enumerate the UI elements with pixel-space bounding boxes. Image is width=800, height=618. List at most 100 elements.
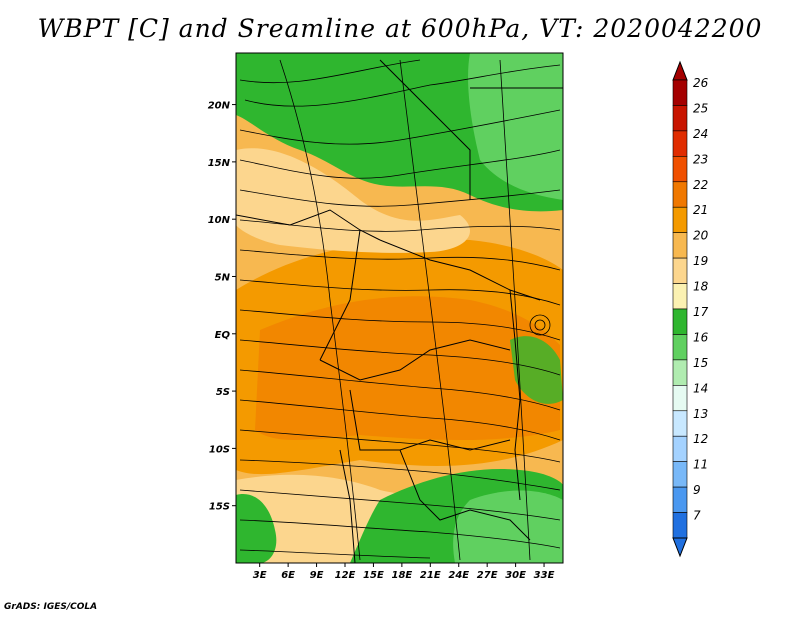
streamline bbox=[239, 339, 561, 376]
colorbar-label: 26 bbox=[693, 76, 709, 90]
lon-label: 3E bbox=[253, 570, 267, 581]
border bbox=[349, 389, 511, 451]
wbpt-field-22 bbox=[255, 296, 560, 440]
colorbar-label: 16 bbox=[693, 330, 709, 344]
latitude-axis: 20N 15N 10N 5N EQ 5S 10S 15S bbox=[208, 101, 236, 513]
country-borders bbox=[236, 59, 563, 563]
border bbox=[379, 239, 541, 301]
lat-label: 15N bbox=[208, 158, 231, 169]
streamline bbox=[239, 189, 561, 207]
colorbar-label: 11 bbox=[693, 458, 708, 472]
colorbar-swatch bbox=[672, 206, 688, 233]
colorbar: 26 25 24 23 22 21 20 19 18 17 16 15 14 13 12 11 9 7 bbox=[672, 60, 709, 558]
colorbar-swatch bbox=[672, 512, 688, 539]
map-frame bbox=[235, 52, 564, 564]
streamline bbox=[239, 489, 561, 521]
streamline bbox=[239, 219, 561, 232]
colorbar-label: 19 bbox=[693, 254, 708, 268]
longitude-axis: 3E 6E 9E 12E 15E 18E 21E 24E 27E 30E 33E bbox=[253, 563, 555, 581]
colorbar-label: 14 bbox=[693, 381, 708, 395]
lat-label: EQ bbox=[215, 330, 231, 341]
wbpt-field-17-east bbox=[510, 336, 563, 404]
lon-label: 15E bbox=[363, 570, 384, 581]
wbpt-field-16-northeast bbox=[468, 53, 563, 200]
lat-label: 5N bbox=[215, 272, 231, 283]
credit-label: GrADS: IGES/COLA bbox=[4, 602, 98, 612]
streamline bbox=[239, 249, 561, 271]
streamline bbox=[239, 309, 561, 341]
lat-label: 10S bbox=[209, 444, 230, 455]
border bbox=[319, 339, 511, 381]
colorbar-label: 24 bbox=[693, 127, 708, 141]
wbpt-field-19-north bbox=[236, 148, 470, 253]
streamline bbox=[239, 109, 561, 145]
colorbar-swatch bbox=[672, 130, 688, 157]
lat-label: 15S bbox=[209, 502, 230, 513]
map-field bbox=[236, 53, 563, 563]
border bbox=[379, 59, 471, 200]
wbpt-field-16-southeast bbox=[453, 490, 563, 563]
border bbox=[399, 449, 531, 541]
lat-label: 20N bbox=[208, 101, 231, 112]
border bbox=[339, 449, 356, 563]
colorbar-swatch bbox=[672, 435, 688, 462]
streamline bbox=[244, 64, 561, 107]
streamline-vortex bbox=[534, 319, 546, 331]
colorbar-label: 25 bbox=[693, 101, 708, 115]
streamlines bbox=[239, 59, 561, 561]
lon-label: 33E bbox=[534, 570, 555, 581]
colorbar-label: 22 bbox=[693, 178, 708, 192]
colorbar-label: 12 bbox=[693, 432, 708, 446]
streamline bbox=[399, 59, 461, 561]
colorbar-swatch bbox=[672, 486, 688, 513]
lon-label: 9E bbox=[310, 570, 324, 581]
colorbar-label: 9 bbox=[693, 483, 701, 497]
colorbar-swatch bbox=[672, 257, 688, 284]
colorbar-swatch bbox=[672, 232, 688, 259]
colorbar-label: 13 bbox=[693, 407, 708, 421]
lon-label: 24E bbox=[448, 570, 469, 581]
streamline bbox=[239, 149, 561, 179]
colorbar-bottom-arrow bbox=[672, 537, 688, 558]
colorbar-swatch bbox=[672, 79, 688, 106]
streamline bbox=[239, 549, 431, 559]
lon-label: 6E bbox=[281, 570, 295, 581]
colorbar-swatch bbox=[672, 334, 688, 361]
colorbar-swatch bbox=[672, 181, 688, 208]
colorbar-label: 23 bbox=[693, 152, 708, 166]
colorbar-swatch bbox=[672, 105, 688, 132]
border bbox=[509, 289, 521, 501]
colorbar-swatch bbox=[672, 410, 688, 437]
colorbar-swatch bbox=[672, 359, 688, 386]
colorbar-label: 17 bbox=[693, 305, 709, 319]
colorbar-label: 20 bbox=[693, 229, 709, 243]
lon-label: 21E bbox=[420, 570, 441, 581]
colorbar-swatch bbox=[672, 385, 688, 412]
streamline-vortex bbox=[529, 314, 551, 336]
streamline bbox=[239, 429, 561, 463]
colorbar-label: 18 bbox=[693, 280, 709, 294]
streamline bbox=[239, 399, 561, 441]
lat-label: 5S bbox=[216, 387, 230, 398]
colorbar-swatch bbox=[672, 308, 688, 335]
lon-label: 12E bbox=[335, 570, 356, 581]
wbpt-field-17-southwest bbox=[236, 494, 277, 563]
lat-label: 10N bbox=[208, 215, 231, 226]
lon-label: 18E bbox=[391, 570, 412, 581]
streamline bbox=[239, 369, 561, 411]
colorbar-label: 7 bbox=[693, 509, 701, 523]
streamline bbox=[239, 59, 421, 84]
streamline bbox=[239, 279, 561, 306]
colorbar-swatch bbox=[672, 156, 688, 183]
border bbox=[319, 229, 361, 361]
streamline bbox=[239, 519, 561, 549]
streamline bbox=[239, 459, 561, 491]
colorbar-swatch bbox=[672, 283, 688, 310]
streamline bbox=[279, 59, 361, 561]
border bbox=[236, 209, 381, 241]
colorbar-swatch bbox=[672, 461, 688, 488]
lon-label: 27E bbox=[477, 570, 498, 581]
colorbar-top-arrow bbox=[672, 60, 688, 81]
map-title: WBPT [C] and Sreamline at 600hPa, VT: 20… bbox=[37, 14, 763, 43]
